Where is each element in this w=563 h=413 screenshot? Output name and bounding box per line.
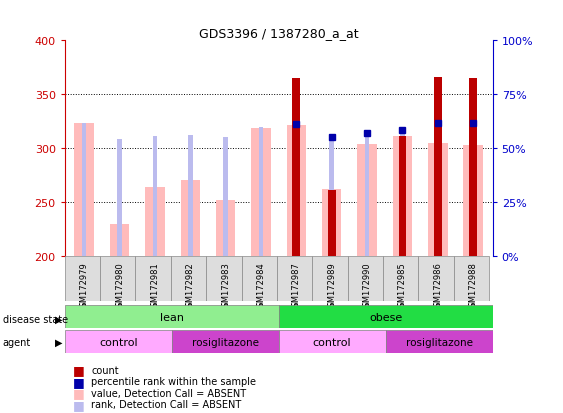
Bar	[393, 137, 412, 256]
Bar	[454, 256, 489, 301]
Bar	[287, 126, 306, 256]
Bar	[100, 256, 136, 301]
Text: GSM172979: GSM172979	[80, 261, 89, 312]
Text: GSM172990: GSM172990	[363, 261, 372, 312]
Bar	[136, 256, 171, 301]
Bar	[279, 306, 493, 328]
Text: count: count	[91, 365, 119, 375]
Text: GSM172983: GSM172983	[221, 261, 230, 312]
Text: ■: ■	[73, 375, 85, 388]
Text: agent: agent	[3, 337, 31, 347]
Bar	[277, 256, 312, 301]
Bar	[386, 330, 493, 353]
Bar	[312, 256, 347, 301]
Bar	[383, 256, 418, 301]
Text: control: control	[313, 337, 351, 347]
Text: GSM172988: GSM172988	[468, 261, 477, 312]
Bar	[65, 306, 279, 328]
Bar	[224, 138, 228, 256]
Text: ▶: ▶	[55, 337, 62, 347]
Bar	[399, 137, 406, 256]
Bar	[153, 137, 157, 256]
Bar	[347, 256, 383, 301]
Bar	[216, 200, 235, 256]
Text: rosiglitazone: rosiglitazone	[191, 337, 259, 347]
Bar	[172, 330, 279, 353]
Bar	[358, 145, 377, 256]
Text: GSM172984: GSM172984	[257, 261, 266, 312]
Title: GDS3396 / 1387280_a_at: GDS3396 / 1387280_a_at	[199, 27, 359, 40]
Text: GSM172989: GSM172989	[327, 261, 336, 312]
Bar	[181, 181, 200, 256]
Bar	[110, 225, 129, 256]
Text: lean: lean	[160, 312, 184, 322]
Bar	[328, 190, 336, 256]
Bar	[171, 256, 206, 301]
Bar	[117, 140, 122, 256]
Text: rank, Detection Call = ABSENT: rank, Detection Call = ABSENT	[91, 399, 242, 409]
Bar	[436, 122, 440, 256]
Text: percentile rank within the sample: percentile rank within the sample	[91, 376, 256, 386]
Bar	[434, 78, 442, 256]
Bar	[242, 256, 277, 301]
Bar	[470, 79, 477, 256]
Bar	[294, 125, 298, 256]
Bar	[279, 330, 386, 353]
Text: GSM172980: GSM172980	[115, 261, 124, 312]
Bar	[400, 133, 405, 256]
Bar	[322, 190, 341, 256]
Text: GSM172982: GSM172982	[186, 261, 195, 312]
Bar	[145, 188, 164, 256]
Text: rosiglitazone: rosiglitazone	[405, 337, 473, 347]
Bar	[74, 124, 94, 256]
Text: ■: ■	[73, 363, 85, 376]
Bar	[82, 124, 87, 256]
Text: obese: obese	[369, 312, 403, 322]
Bar	[188, 136, 193, 256]
Bar	[329, 135, 334, 256]
Text: ▶: ▶	[55, 314, 62, 324]
Text: disease state: disease state	[3, 314, 68, 324]
Text: GSM172981: GSM172981	[150, 261, 159, 312]
Bar	[65, 256, 100, 301]
Text: GSM172986: GSM172986	[434, 261, 443, 312]
Bar	[259, 127, 263, 256]
Bar	[418, 256, 454, 301]
Text: ■: ■	[73, 386, 85, 399]
Text: value, Detection Call = ABSENT: value, Detection Call = ABSENT	[91, 388, 247, 398]
Text: control: control	[99, 337, 137, 347]
Text: GSM172987: GSM172987	[292, 261, 301, 312]
Bar	[365, 133, 369, 256]
Bar	[251, 128, 271, 256]
Text: GSM172985: GSM172985	[398, 261, 407, 312]
Bar	[206, 256, 242, 301]
Bar	[292, 79, 300, 256]
Bar	[65, 330, 172, 353]
Bar	[471, 124, 476, 256]
Bar	[463, 145, 483, 256]
Bar	[428, 143, 448, 256]
Text: ■: ■	[73, 398, 85, 411]
